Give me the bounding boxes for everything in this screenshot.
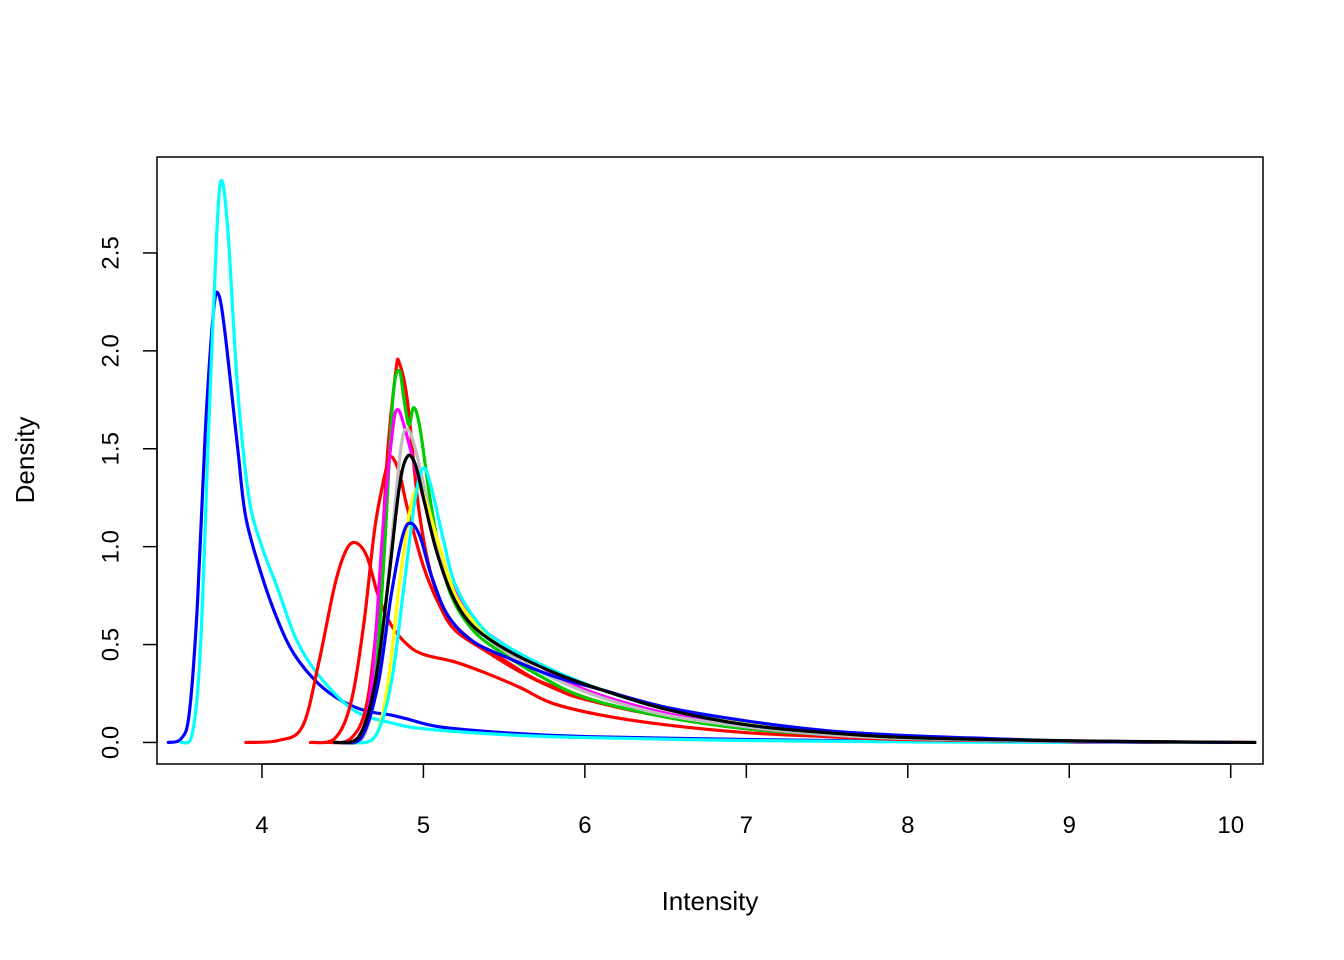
y-tick-label: 2.5 [98,236,125,269]
density-curve-12 [333,453,1257,745]
density-curve-7 [333,407,1233,745]
density-curve-2 [179,178,1071,745]
density-curve-10 [349,466,1233,745]
x-tick-label: 8 [901,812,914,839]
y-tick-label: 2.0 [98,334,125,367]
y-axis-label: Density [10,417,40,504]
x-axis: 4 5 6 7 8 9 10 [255,763,1244,839]
y-tick-label: 0.5 [98,628,125,661]
series-layer [166,178,1257,746]
density-curve-1 [166,290,1184,745]
x-tick-label: 4 [255,812,268,839]
x-tick-label: 6 [578,812,591,839]
density-curve-8 [341,427,1249,746]
plot-frame [156,156,1264,765]
y-axis: 0.0 0.5 1.0 1.5 2.0 2.5 [98,236,158,759]
x-tick-label: 5 [417,812,430,839]
x-tick-label: 7 [740,812,753,839]
density-curve-9 [349,486,1225,745]
density-curve-5 [324,357,1249,745]
density-curve-3 [244,540,1201,745]
x-axis-label: Intensity [662,886,759,916]
density-curve-6 [341,368,1217,745]
density-curve-11 [341,521,1233,745]
x-tick-label: 10 [1217,812,1244,839]
y-tick-label: 1.0 [98,530,125,563]
y-tick-label: 0.0 [98,726,125,759]
x-tick-label: 9 [1063,812,1076,839]
y-tick-label: 1.5 [98,432,125,465]
